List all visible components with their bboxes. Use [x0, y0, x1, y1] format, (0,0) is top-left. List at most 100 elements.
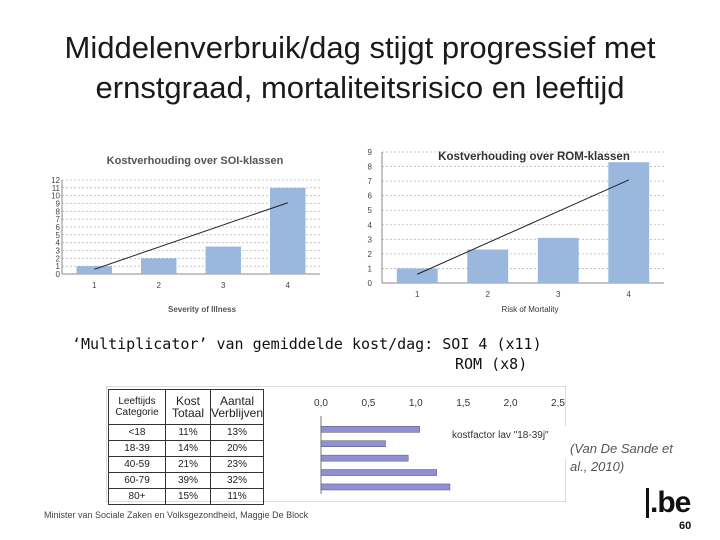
bar	[141, 258, 177, 274]
x-tick-label: 3	[556, 290, 561, 299]
bar	[320, 483, 451, 491]
header-cost-total: Kost Totaal	[165, 389, 211, 425]
x-tick-label: 4	[627, 290, 632, 299]
header-cost-total-line-1: Kost	[175, 394, 200, 408]
multiplier-text-line-2: ROM (x8)	[455, 355, 528, 373]
page-number: 60	[679, 520, 692, 532]
table-cell: 39%	[165, 472, 211, 489]
rom-chart-title: Kostverhouding over ROM-klassen	[438, 151, 630, 163]
y-tick-label: 8	[368, 163, 373, 172]
title-line-2: ernstgraad, mortaliteitsrisico en leefti…	[95, 70, 625, 105]
y-tick-label: 4	[56, 239, 61, 248]
table-cell: 60-79	[108, 472, 166, 489]
y-tick-label: 3	[368, 235, 373, 244]
y-tick-label: 12	[52, 176, 61, 185]
multiplier-text-line-1: ‘Multiplicator’ van gemiddelde kost/dag:…	[72, 335, 542, 353]
bar	[320, 454, 409, 462]
x-tick-label: 2,5	[551, 398, 565, 409]
y-tick-label: 5	[56, 231, 61, 240]
x-tick-label: 0,0	[314, 398, 328, 409]
table-cell: <18	[108, 424, 166, 441]
title-line-1: Middelenverbruik/dag stijgt progressief …	[64, 30, 656, 65]
footer-text: Minister van Sociale Zaken en Volksgezon…	[44, 510, 309, 520]
rom-cost-chart: 0 1 2 3 4 5 6 7 8 9 1 2 3 4 Kostverhouding over ROM-…	[358, 138, 668, 318]
y-tick-label: 2	[56, 254, 61, 263]
x-tick-label: 0,5	[361, 398, 375, 409]
y-tick-label: 6	[56, 223, 61, 232]
annotation-box	[450, 426, 566, 459]
x-tick-label: 2,0	[504, 398, 518, 409]
y-tick-label: 5	[368, 206, 373, 215]
y-tick-label: 1	[56, 262, 61, 271]
table-row: 60-79 39% 32%	[108, 472, 265, 489]
citation-line-1: (Van De Sande et	[570, 441, 673, 456]
table-row: 40-59 21% 23%	[108, 456, 265, 473]
table-cell: 14%	[165, 440, 211, 457]
bar	[320, 469, 437, 476]
y-tick-label: 8	[56, 207, 61, 216]
header-age-category-line-1: Leeftijds	[118, 396, 156, 407]
x-tick-label: 1,5	[456, 398, 470, 409]
y-tick-label: 1	[368, 264, 373, 273]
header-cost-total-line-2: Totaal	[171, 406, 205, 420]
soi-chart-title: Kostverhouding over SOI-klassen	[107, 155, 284, 167]
table-cell: 21%	[165, 456, 211, 473]
header-stay-count-line-2: Verblijven	[211, 406, 264, 420]
bar	[608, 162, 650, 283]
y-tick-label: 0	[56, 270, 61, 279]
header-age-category: Leeftijds Categorie	[108, 389, 166, 425]
table-cell: 13%	[209, 424, 265, 441]
table-row: <18 11% 13%	[108, 424, 265, 441]
table-cell: 11%	[209, 488, 265, 505]
y-tick-label: 7	[368, 177, 373, 186]
table-row: 80+ 15% 11%	[108, 488, 265, 505]
be-logo: .be	[650, 486, 691, 519]
table-cell: 15%	[165, 488, 211, 505]
age-category-table: Leeftijds Categorie Kost Totaal Aantal V…	[108, 389, 265, 505]
belgian-logo-icon	[646, 488, 649, 518]
bar	[320, 426, 420, 433]
y-tick-label: 3	[56, 247, 61, 256]
y-tick-label: 6	[368, 192, 373, 201]
slide-title: Middelenverbruik/dag stijgt progressief …	[20, 28, 700, 108]
bar	[396, 268, 438, 283]
header-age-category-line-2: Categorie	[115, 407, 159, 418]
y-tick-label: 2	[368, 250, 373, 259]
x-tick-label: 2	[157, 281, 162, 290]
y-tick-label: 7	[56, 215, 61, 224]
table-cell: 20%	[209, 440, 265, 457]
bar	[270, 187, 306, 274]
x-tick-label: 4	[286, 281, 291, 290]
bar	[76, 266, 112, 274]
x-tick-label: 1	[92, 281, 97, 290]
citation: (Van De Sande et al., 2010)	[570, 440, 673, 476]
soi-cost-chart: Kostverhouding over SOI-klassen 01234567…	[52, 148, 338, 316]
trendline	[417, 179, 629, 275]
x-tick-label: 2	[486, 290, 491, 299]
annotation-text: kostfactor lav "18-39j"	[452, 430, 549, 441]
bar	[205, 246, 241, 274]
y-tick-label: 10	[52, 192, 61, 201]
table-cell: 80+	[108, 488, 166, 505]
rom-x-axis-label: Risk of Mortality	[502, 305, 559, 314]
bar	[467, 249, 509, 283]
table-cell: 23%	[209, 456, 265, 473]
y-tick-label: 0	[368, 279, 373, 288]
y-tick-label: 9	[368, 148, 373, 157]
soi-x-axis-label: Severity of Illness	[168, 305, 237, 314]
table-row: 18-39 14% 20%	[108, 440, 265, 457]
x-tick-label: 3	[221, 281, 226, 290]
table-cell: 32%	[209, 472, 265, 489]
y-tick-label: 9	[56, 200, 61, 209]
x-tick-label: 1,0	[409, 398, 423, 409]
table-cell: 11%	[165, 424, 211, 441]
bar	[320, 440, 386, 448]
y-tick-label: 4	[368, 221, 373, 230]
table-cell: 18-39	[108, 440, 166, 457]
y-tick-label: 11	[52, 184, 61, 193]
header-stay-count-line-1: Aantal	[220, 394, 255, 408]
x-tick-label: 1	[415, 290, 420, 299]
trendline	[94, 202, 288, 270]
age-table-header-row: Leeftijds Categorie Kost Totaal Aantal V…	[108, 389, 265, 425]
bar	[537, 237, 579, 283]
